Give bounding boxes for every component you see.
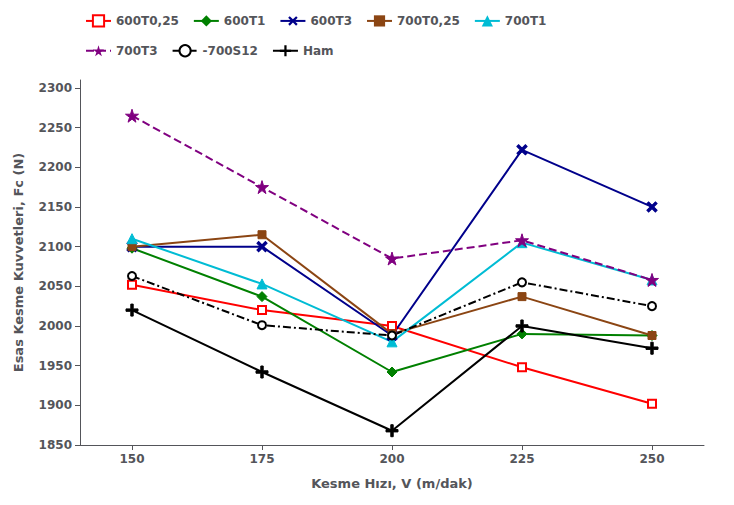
svg-text:2250: 2250 xyxy=(39,121,72,135)
svg-text:700T1: 700T1 xyxy=(505,14,547,28)
svg-text:2000: 2000 xyxy=(39,319,72,333)
svg-text:-700S12: -700S12 xyxy=(203,44,258,58)
svg-text:1850: 1850 xyxy=(39,438,72,452)
svg-text:2100: 2100 xyxy=(39,240,72,254)
svg-text:200: 200 xyxy=(379,452,404,466)
svg-text:2200: 2200 xyxy=(39,160,72,174)
svg-text:2050: 2050 xyxy=(39,279,72,293)
svg-text:Kesme Hızı, V (m/dak): Kesme Hızı, V (m/dak) xyxy=(311,476,473,491)
svg-text:225: 225 xyxy=(509,452,534,466)
svg-text:150: 150 xyxy=(119,452,144,466)
svg-text:2300: 2300 xyxy=(39,81,72,95)
svg-text:600T3: 600T3 xyxy=(310,14,352,28)
svg-text:Esas Kesme Kuvvetleri, Fc (N): Esas Kesme Kuvvetleri, Fc (N) xyxy=(11,153,26,373)
svg-text:600T0,25: 600T0,25 xyxy=(116,14,179,28)
svg-text:250: 250 xyxy=(639,452,664,466)
svg-text:600T1: 600T1 xyxy=(224,14,266,28)
svg-text:Ham: Ham xyxy=(303,44,334,58)
svg-text:1950: 1950 xyxy=(39,359,72,373)
svg-text:700T0,25: 700T0,25 xyxy=(397,14,460,28)
svg-text:2150: 2150 xyxy=(39,200,72,214)
svg-text:700T3: 700T3 xyxy=(116,44,158,58)
svg-text:1900: 1900 xyxy=(39,398,72,412)
svg-text:175: 175 xyxy=(249,452,274,466)
